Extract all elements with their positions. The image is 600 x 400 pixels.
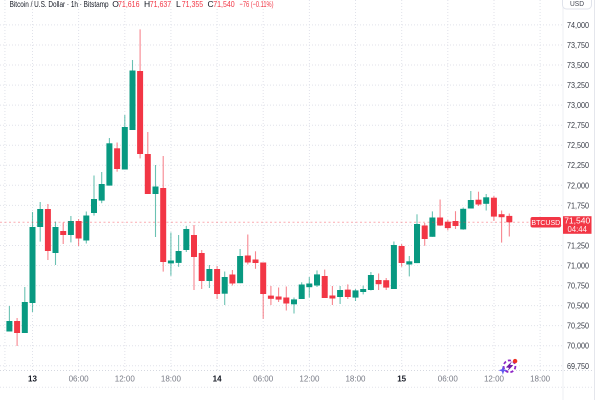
svg-text:73,500: 73,500 [567, 60, 589, 70]
svg-text:72,000: 72,000 [567, 180, 589, 190]
svg-text:70,750: 70,750 [567, 281, 589, 291]
svg-text:USD: USD [570, 0, 585, 8]
svg-text:71,250: 71,250 [567, 241, 589, 251]
svg-text:70,250: 70,250 [567, 321, 589, 331]
svg-text:72,250: 72,250 [567, 160, 589, 170]
svg-text:71,000: 71,000 [567, 261, 589, 271]
svg-text:L: L [176, 0, 181, 9]
svg-text:73,750: 73,750 [567, 40, 589, 50]
svg-text:69,750: 69,750 [567, 361, 589, 371]
svg-text:71,540: 71,540 [213, 0, 235, 9]
svg-text:18:00: 18:00 [161, 375, 182, 384]
svg-text:06:00: 06:00 [438, 375, 459, 384]
svg-text:71,540: 71,540 [564, 215, 590, 225]
svg-text:71,637: 71,637 [150, 0, 172, 9]
svg-text:73,000: 73,000 [567, 100, 589, 110]
svg-text:06:00: 06:00 [69, 375, 90, 384]
svg-text:04:44: 04:44 [567, 225, 587, 234]
svg-text:12:00: 12:00 [115, 375, 136, 384]
svg-text:12:00: 12:00 [299, 375, 320, 384]
svg-text:BTCUSD: BTCUSD [531, 220, 560, 227]
svg-text:18:00: 18:00 [530, 375, 551, 384]
svg-text:72,750: 72,750 [567, 120, 589, 130]
svg-text:15: 15 [397, 375, 406, 384]
svg-text:74,000: 74,000 [567, 20, 589, 30]
svg-text:C: C [208, 0, 214, 9]
svg-text:71,750: 71,750 [567, 200, 589, 210]
svg-text:70,500: 70,500 [567, 301, 589, 311]
svg-text:71,616: 71,616 [118, 0, 140, 9]
svg-text:14: 14 [213, 375, 222, 384]
svg-text:71,355: 71,355 [182, 0, 204, 9]
svg-text:12:00: 12:00 [484, 375, 505, 384]
svg-text:O: O [112, 0, 119, 9]
svg-text:18:00: 18:00 [345, 375, 366, 384]
svg-text:Bitcoin / U.S. Dollar · 1h · B: Bitcoin / U.S. Dollar · 1h · Bitstamp [10, 0, 109, 9]
svg-text:13: 13 [28, 375, 37, 384]
svg-text:−76 (−0.11%): −76 (−0.11%) [240, 0, 274, 9]
svg-text:72,500: 72,500 [567, 140, 589, 150]
svg-text:06:00: 06:00 [253, 375, 274, 384]
svg-text:73,250: 73,250 [567, 80, 589, 90]
svg-text:H: H [144, 0, 150, 9]
svg-text:70,000: 70,000 [567, 341, 589, 351]
